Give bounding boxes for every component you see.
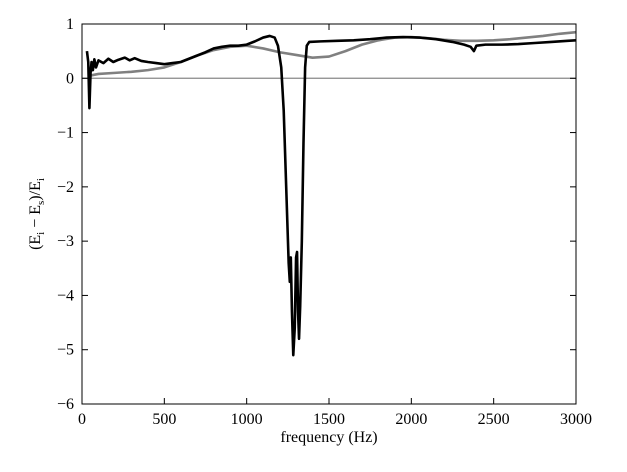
- y-tick-label: −1: [57, 125, 74, 142]
- y-tick-label: −3: [57, 233, 74, 250]
- y-tick-label: −2: [57, 179, 74, 196]
- x-tick-label: 0: [78, 411, 86, 428]
- y-tick-label: −4: [57, 287, 74, 304]
- x-tick-label: 2500: [478, 411, 510, 428]
- y-tick-label: 1: [66, 16, 74, 33]
- x-tick-label: 2000: [395, 411, 427, 428]
- x-tick-label: 1500: [313, 411, 345, 428]
- y-tick-label: −5: [57, 342, 74, 359]
- x-tick-label: 500: [152, 411, 176, 428]
- y-tick-label: 0: [66, 70, 74, 87]
- y-tick-label: −6: [57, 396, 74, 413]
- x-tick-label: 1000: [231, 411, 263, 428]
- x-tick-label: 3000: [560, 411, 592, 428]
- series-line-1: [85, 34, 576, 357]
- y-axis-label: (Ei − Es)/Ei: [27, 178, 47, 250]
- plot-frame: [81, 23, 577, 405]
- x-axis-label: frequency (Hz): [280, 429, 377, 446]
- series-line-2: [89, 30, 576, 77]
